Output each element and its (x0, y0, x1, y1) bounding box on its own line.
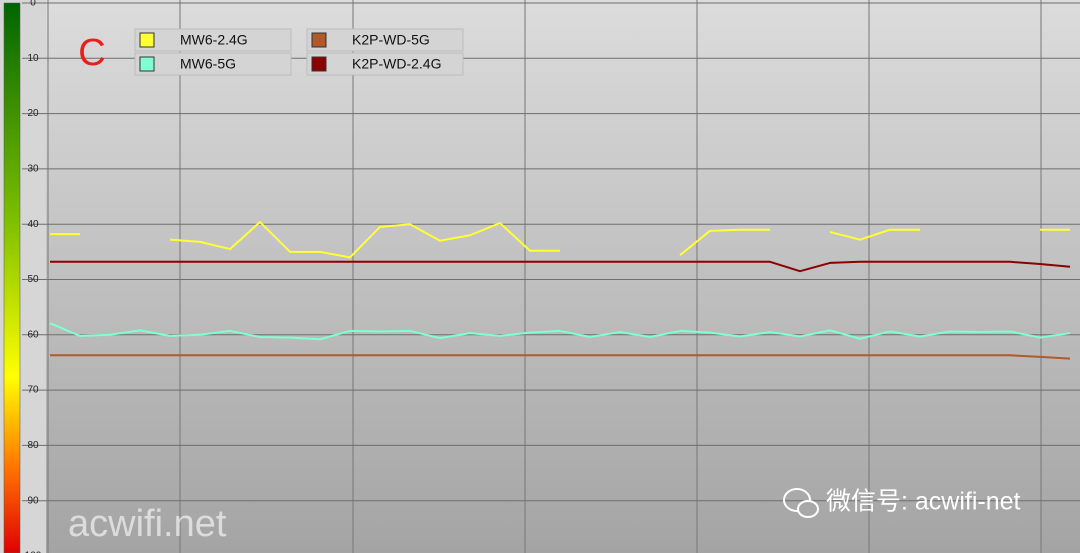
legend-label: MW6-5G (180, 56, 236, 72)
annotation: C (78, 32, 105, 74)
vertical-grid (47, 0, 1042, 553)
legend-label: K2P-WD-2.4G (352, 56, 441, 72)
watermark: acwifi.net (68, 503, 227, 545)
legend-swatch (311, 56, 327, 72)
series-line (49, 322, 1071, 341)
y-tick-label: 70 (27, 385, 39, 396)
signal-scale (3, 2, 21, 553)
legend-item (134, 28, 292, 52)
series-line (50, 220, 1070, 259)
legend-item (134, 52, 292, 76)
y-tick-label: 90 (27, 495, 39, 506)
y-tick-label: 100 (25, 551, 42, 553)
legend-label: MW6-2.4G (180, 32, 248, 48)
series-line (50, 354, 1071, 360)
y-tick-label: 60 (27, 329, 39, 340)
y-tick-label: 40 (27, 219, 39, 230)
series-line (50, 260, 1071, 273)
y-tick-label: 50 (27, 274, 39, 285)
legend-swatch (139, 32, 155, 48)
legend-swatch (139, 56, 155, 72)
y-tick-label: 80 (27, 440, 39, 451)
legend: MW6-2.4G MW6-5G K2P-WD-5G K2P-WD-2.4G (134, 28, 464, 76)
watermark: 微信号: acwifi-net (826, 488, 1021, 516)
y-tick-label: 30 (27, 164, 39, 175)
legend-swatch (311, 32, 327, 48)
legend-label: K2P-WD-5G (352, 32, 430, 48)
wechat-icon (783, 488, 819, 518)
lines (49, 220, 1071, 360)
y-tick-label: 10 (27, 53, 39, 64)
y-tick-label: 0 (30, 0, 36, 9)
y-tick-label: 20 (27, 108, 39, 119)
legend-item (306, 28, 464, 52)
legend-item (306, 52, 464, 76)
